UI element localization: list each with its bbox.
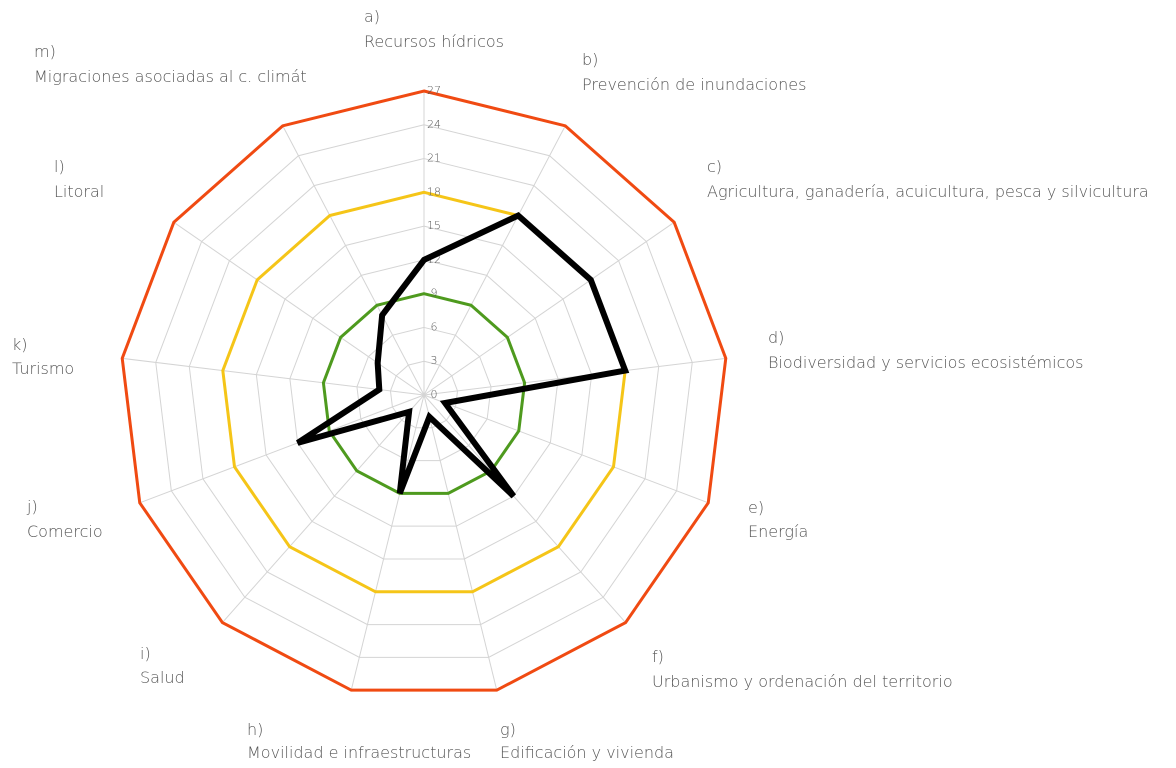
spoke [139,394,425,504]
spoke [423,394,498,691]
category-label: Migraciones asociadas al c. climát [34,67,307,86]
spoke [222,394,425,623]
y-tick-label: 6 [431,320,438,333]
reference-ring [120,89,728,692]
category-label: Prevención de inundaciones [582,75,806,94]
y-tick-label: 18 [427,185,441,198]
y-tick-label: 15 [427,219,441,232]
spoke [122,357,425,396]
y-tick-label: 0 [431,388,438,401]
category-letter: g) [500,720,516,739]
category-label: Recursos hídricos [364,32,504,51]
category-label: Salud [140,668,185,687]
category-label: Energía [748,522,808,541]
grid-ring [188,158,660,626]
grid-ring [356,326,492,462]
series-line [296,211,630,499]
y-tick-label: 27 [427,84,441,97]
category-letter: i) [140,644,151,663]
category-label: Litoral [54,182,104,201]
y-tick-label: 21 [427,152,441,165]
spoke [282,125,425,396]
grid-ring [255,225,593,560]
category-label: Turismo [12,359,74,378]
category-labels: a) Recursos hídricos b) Prevención de in… [12,7,1149,762]
y-tick-label: 3 [431,354,438,367]
category-letter: l) [54,157,65,176]
category-label: Comercio [27,522,103,541]
category-letter: k) [12,335,28,354]
y-tick-label: 24 [427,118,441,131]
spoke [423,394,709,504]
spoke [423,394,626,623]
category-letter: j) [26,497,38,516]
category-letter: b) [582,50,598,69]
category-label: Edificación y vivienda [500,743,674,762]
reference-ring [321,292,527,495]
category-label: Biodiversidad y servicios ecosistémicos [768,353,1083,372]
grid-ring [289,259,559,527]
spoke [423,221,675,396]
spoke [350,394,425,691]
category-letter: e) [748,498,764,517]
category-letter: a) [364,7,380,26]
grid-ring [155,124,693,658]
y-tick-label: 9 [431,287,438,300]
category-label: Movilidad e infraestructuras [247,743,471,762]
category-letter: f) [652,647,664,666]
category-letter: c) [707,157,722,176]
spoke [423,125,566,396]
category-label: Urbanismo y ordenación del territorio [652,672,953,691]
category-letter: d) [768,328,784,347]
category-letter: h) [247,720,263,739]
category-label: Agricultura, ganadería, acuicultura, pes… [707,182,1149,201]
spoke [173,221,425,396]
category-letter: m) [34,42,56,61]
